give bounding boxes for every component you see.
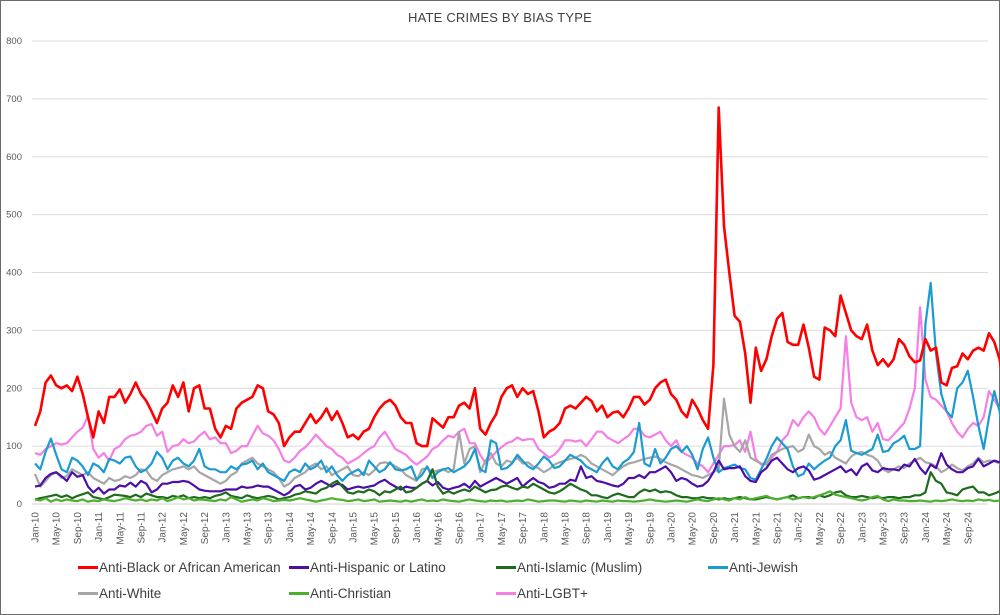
x-tick-label: May-13 [243, 512, 254, 546]
x-tick-label: Jan-17 [476, 512, 487, 543]
series-line-anti-islamic-muslim [34, 468, 1000, 501]
legend-item-anti-christian[interactable]: Anti-Christian [289, 586, 391, 601]
x-tick-label: Sep-24 [963, 512, 974, 545]
legend-swatch [496, 566, 516, 569]
x-tick-label: May-16 [433, 512, 444, 546]
x-tick-label: Jan-11 [94, 512, 105, 542]
series-line-anti-lgbt [34, 306, 1000, 474]
legend-swatch [289, 566, 309, 569]
series-line-anti-jewish [34, 281, 1000, 482]
y-tick-label: 100 [6, 441, 22, 452]
series-line-anti-black-or-african-american [33, 106, 1000, 448]
x-tick-label: Sep-17 [518, 512, 529, 545]
x-tick-label: Jan-24 [921, 512, 932, 543]
legend-swatch [78, 566, 98, 569]
legend-label: Anti-Christian [310, 586, 392, 601]
y-tick-label: 200 [6, 383, 22, 394]
legend-swatch [708, 566, 728, 569]
x-tick-label: Sep-11 [137, 512, 148, 544]
x-tick-label: Sep-14 [327, 512, 338, 545]
legend-label: Anti-LGBT+ [517, 586, 588, 601]
x-tick-label: Jan-22 [794, 512, 805, 543]
x-tick-label: Sep-12 [200, 512, 211, 545]
x-tick-label: May-19 [624, 512, 635, 546]
x-tick-label: Jan-13 [221, 512, 232, 543]
legend-swatch [78, 592, 98, 595]
y-tick-label: 700 [6, 94, 22, 105]
gridlines [32, 40, 988, 505]
x-tick-label: May-17 [497, 512, 508, 546]
legend-swatch [496, 592, 516, 595]
x-tick-label: Jan-19 [603, 512, 614, 543]
x-tick-label: May-14 [306, 512, 317, 546]
y-tick-label: 300 [6, 325, 22, 336]
legend-label: Anti-Islamic (Muslim) [517, 560, 643, 575]
x-tick-label: Jan-12 [158, 512, 169, 543]
x-axis-ticks: Jan-10 May-10 Sep-10 Jan-11 May-11 Sep-11 Jan-… [31, 512, 975, 546]
y-tick-label: 600 [6, 152, 22, 163]
x-tick-label: Jan-20 [667, 512, 678, 543]
x-tick-label: May-18 [561, 512, 572, 546]
x-tick-label: Sep-15 [391, 512, 402, 545]
y-axis-ticks: 0 100 200 300 400 500 600 700 800 [6, 36, 22, 510]
x-tick-label: Sep-18 [582, 512, 593, 545]
x-tick-label: May-21 [751, 512, 762, 546]
x-tick-label: May-10 [52, 512, 63, 546]
x-tick-label: Jan-15 [349, 512, 360, 543]
x-tick-label: Jan-18 [539, 512, 550, 543]
legend-item-anti-black[interactable]: Anti-Black or African American [78, 560, 281, 575]
legend-label: Anti-Hispanic or Latino [310, 560, 446, 575]
legend-label: Anti-White [99, 586, 162, 601]
x-tick-label: May-24 [942, 512, 953, 546]
x-tick-label: Jan-14 [285, 512, 296, 543]
x-tick-label: Jan-23 [857, 512, 868, 543]
y-tick-label: 500 [6, 210, 22, 221]
legend-item-anti-islamic[interactable]: Anti-Islamic (Muslim) [496, 560, 642, 575]
x-tick-label: May-22 [815, 512, 826, 546]
series-line-anti-christian [34, 490, 1000, 503]
x-tick-label: Sep-10 [73, 512, 84, 545]
y-tick-label: 800 [6, 36, 22, 47]
x-tick-label: Sep-21 [773, 512, 784, 545]
legend-label: Anti-Black or African American [99, 560, 281, 575]
x-tick-label: Jan-10 [31, 512, 42, 543]
legend-item-anti-hispanic[interactable]: Anti-Hispanic or Latino [289, 560, 446, 575]
x-tick-label: Sep-23 [900, 512, 911, 545]
series-lines [33, 106, 1000, 503]
x-tick-label: Sep-19 [645, 512, 656, 545]
chart-title: HATE CRIMES BY BIAS TYPE [408, 10, 592, 25]
x-tick-label: May-20 [688, 512, 699, 546]
x-tick-label: May-23 [879, 512, 890, 546]
y-tick-label: 400 [6, 268, 22, 279]
x-tick-label: May-12 [179, 512, 190, 546]
legend-item-anti-lgbt[interactable]: Anti-LGBT+ [496, 586, 588, 601]
x-tick-label: Sep-22 [836, 512, 847, 545]
legend-swatch [289, 592, 309, 595]
legend-label: Anti-Jewish [729, 560, 799, 575]
x-tick-label: Sep-16 [455, 512, 466, 545]
legend-item-anti-white[interactable]: Anti-White [78, 586, 161, 601]
x-tick-label: May-15 [370, 512, 381, 546]
x-tick-label: Jan-16 [412, 512, 423, 543]
x-tick-label: Sep-20 [709, 512, 720, 545]
x-tick-label: May-11 [115, 512, 126, 545]
y-tick-label: 0 [17, 499, 22, 510]
legend-item-anti-jewish[interactable]: Anti-Jewish [708, 560, 798, 575]
x-tick-label: Jan-21 [730, 512, 741, 543]
series-line-anti-hispanic-or-latino [34, 452, 1000, 497]
x-tick-label: Sep-13 [264, 512, 275, 545]
